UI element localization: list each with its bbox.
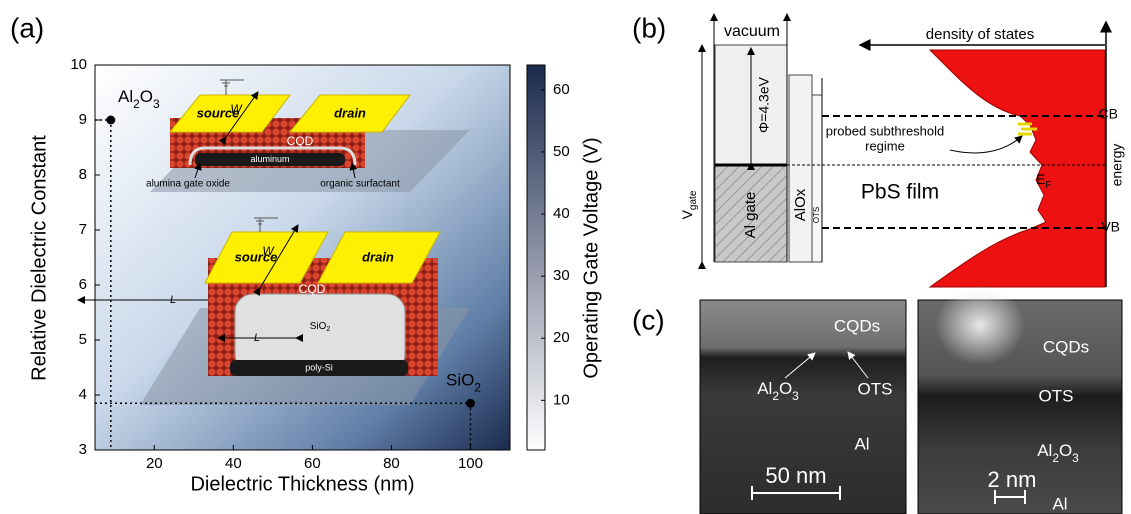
colorbar-tick-label: 50: [553, 143, 570, 160]
channel-label: CQD: [299, 282, 326, 296]
y-tick-label: 7: [79, 221, 87, 238]
x-tick-label: 80: [383, 455, 400, 472]
colorbar-tick-label: 10: [553, 391, 570, 408]
length-label: L: [170, 294, 176, 306]
colorbar-label: Operating Gate Voltage (V): [580, 137, 602, 378]
colorbar-tick-label: 30: [553, 267, 570, 284]
x-tick-label: 100: [458, 455, 483, 472]
oxide-label: AlOx: [792, 188, 809, 221]
gate-label: Al gate: [742, 192, 759, 239]
figure-root: (a) (b) (c) 10 20 30 40 50 60 Operating Gate Volt…: [10, 12, 1125, 514]
ots-label: OTS: [858, 379, 893, 398]
ots-label: OTS: [1039, 386, 1074, 405]
y-tick-label: 6: [79, 276, 87, 293]
surfactant-annotation: organic surfactant: [320, 179, 400, 190]
cqd-label: CQDs: [834, 316, 880, 335]
ef-sub: F: [1045, 180, 1051, 191]
colorbar-tick-label: 20: [553, 329, 570, 346]
channel-label: CQD: [287, 134, 314, 148]
tem-highlight: [935, 285, 1025, 365]
scale-label: 50 nm: [765, 463, 826, 488]
vacuum-label: vacuum: [724, 23, 780, 40]
colorbar-tick-label: 40: [553, 205, 570, 222]
vb-label: VB: [1101, 219, 1120, 235]
film-label: PbS film: [861, 181, 939, 204]
x-tick-label: 40: [225, 455, 242, 472]
drain-label: drain: [334, 105, 366, 120]
length-label: L: [254, 332, 260, 344]
colorbar: [527, 65, 545, 450]
y-tick-label: 4: [79, 386, 87, 403]
vgate-label: Vgate: [679, 190, 699, 219]
ots-label: OTS: [812, 207, 821, 223]
y-tick-label: 10: [70, 56, 87, 73]
metal-label: Al: [854, 434, 869, 453]
gate-label: aluminum: [250, 154, 289, 164]
y-tick-label: 8: [79, 166, 87, 183]
y-tick-label: 5: [79, 331, 87, 348]
oxide-annotation: alumina gate oxide: [146, 179, 230, 190]
data-point: [466, 399, 475, 408]
y-tick-label: 3: [79, 441, 87, 458]
regime-label: regime: [865, 138, 905, 153]
gate-label: poly-Si: [305, 362, 333, 372]
x-axis-label: Dielectric Thickness (nm): [190, 473, 414, 495]
ots-layer: [812, 95, 822, 262]
x-tick-label: 20: [146, 455, 163, 472]
panel-label: (a): [10, 12, 44, 43]
regime-pointer: [950, 136, 1022, 153]
vgate-sub: gate: [688, 190, 699, 210]
cqd-label: CQDs: [1043, 337, 1089, 356]
y-tick-label: 9: [79, 111, 87, 128]
ef-main: E: [1036, 171, 1045, 187]
metal-label: Al: [1052, 494, 1067, 513]
colorbar-tick-label: 60: [553, 81, 570, 98]
regime-label: probed subthreshold: [826, 123, 945, 138]
data-point: [106, 116, 115, 125]
cb-label: CB: [1099, 106, 1118, 122]
density-of-states: [930, 50, 1105, 287]
y-axis-label: Relative Dielectric Constant: [28, 135, 50, 381]
workfunction-label: Φ=4.3eV: [756, 76, 772, 133]
width-label: W: [262, 244, 275, 258]
drain-label: drain: [362, 249, 394, 264]
dos-label: density of states: [926, 26, 1034, 43]
panel-label: (c): [632, 304, 665, 335]
width-label: W: [230, 102, 243, 116]
panel-label: (b): [632, 12, 666, 43]
scale-label: 2 nm: [988, 467, 1037, 492]
figure: (a) (b) (c) 10 20 30 40 50 60 Operating Gate Volt…: [0, 0, 1131, 514]
x-tick-label: 60: [304, 455, 321, 472]
alox-layer: [789, 75, 812, 262]
energy-label: energy: [1109, 144, 1125, 187]
